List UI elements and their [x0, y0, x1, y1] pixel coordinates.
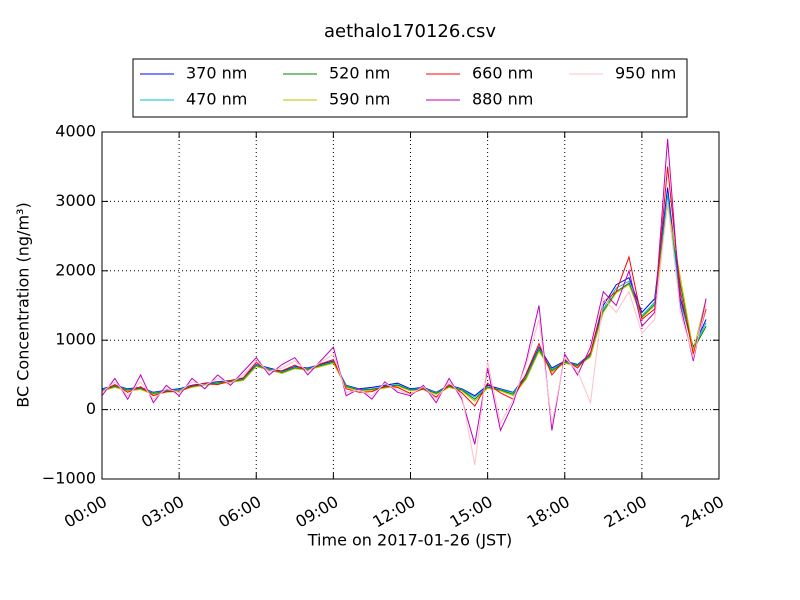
y-tick-label: 4000 [55, 122, 96, 141]
legend-label: 950 nm [615, 64, 676, 83]
y-tick-label: 2000 [55, 260, 96, 279]
legend-label: 590 nm [329, 90, 390, 109]
legend-label: 470 nm [186, 90, 247, 109]
legend-label: 880 nm [472, 90, 533, 109]
y-tick-label: 0 [86, 399, 96, 418]
y-axis-label: BC Concentration (ng/m³) [14, 202, 33, 407]
data-line [101, 138, 707, 445]
legend-label: 660 nm [472, 64, 533, 83]
y-tick-label: 1000 [55, 330, 96, 349]
data-line [101, 204, 707, 402]
plot-frame [101, 131, 720, 480]
data-line [101, 201, 707, 466]
x-axis-label: Time on 2017-01-26 (JST) [307, 531, 512, 550]
legend-box [132, 58, 688, 118]
legend-label: 370 nm [186, 64, 247, 83]
chart-title: aethalo170126.csv [324, 21, 496, 42]
y-tick-label: −1000 [42, 469, 96, 488]
y-tick-label: 3000 [55, 191, 96, 210]
legend-label: 520 nm [329, 64, 390, 83]
